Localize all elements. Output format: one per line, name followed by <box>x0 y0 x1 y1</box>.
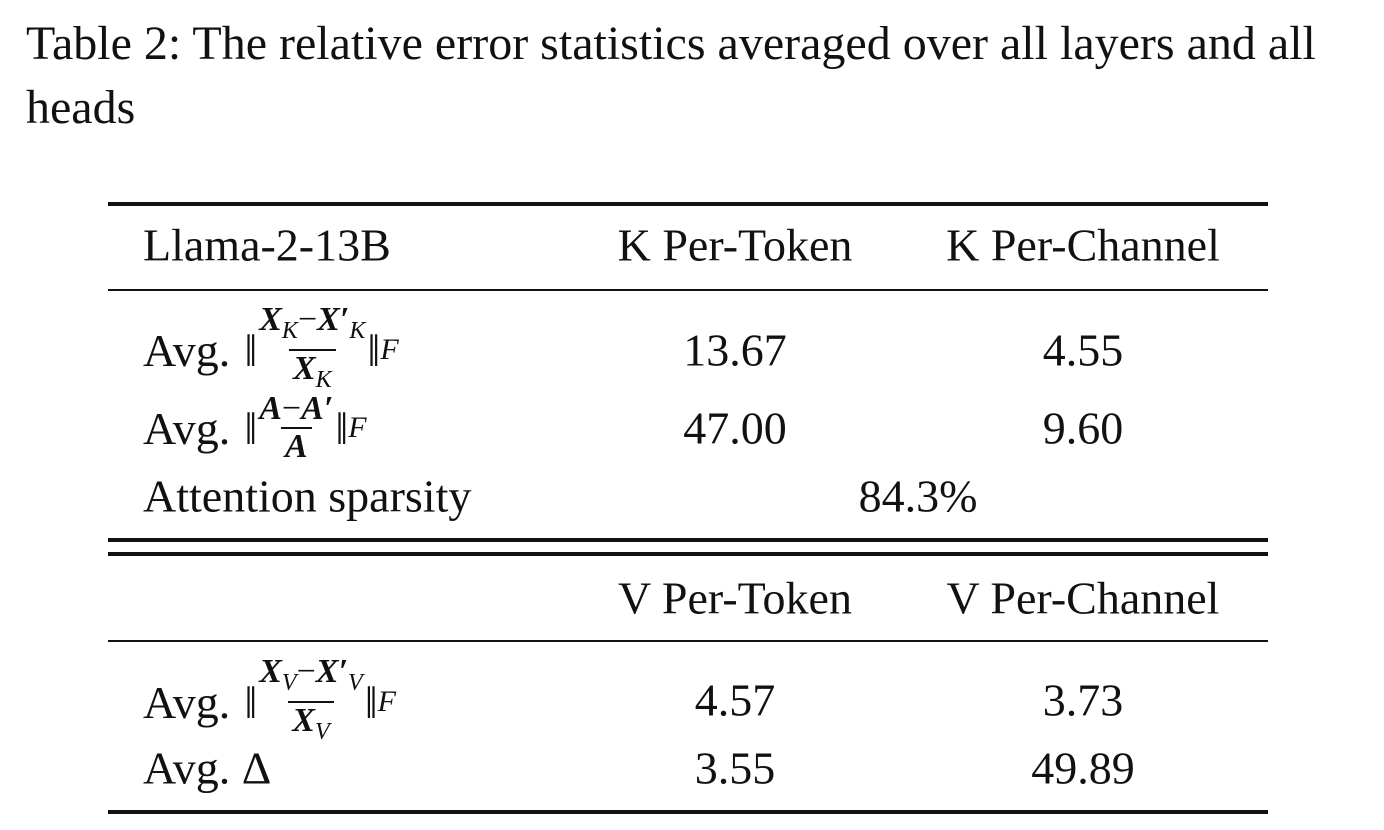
norm: ‖ <box>244 676 258 728</box>
cell: 3.73 <box>1042 674 1124 726</box>
op: − <box>297 301 318 338</box>
fraction: XV−X′V XV <box>259 654 362 750</box>
row-label: Avg. Δ <box>143 742 272 794</box>
prefix: Avg. <box>143 676 231 728</box>
header-cell: K Per-Token <box>617 219 853 271</box>
row-label: Attention sparsity <box>143 470 472 522</box>
sym: X <box>259 301 282 338</box>
caption-text: The relative error statistics averaged o… <box>26 17 1316 134</box>
double-rule <box>108 538 1268 542</box>
cell: 4.57 <box>694 674 776 726</box>
cell: 3.55 <box>694 742 776 794</box>
cell: 9.60 <box>1042 402 1124 454</box>
norm: ‖ <box>364 676 378 728</box>
cell: 84.3% <box>858 470 978 522</box>
sub: V <box>314 719 330 745</box>
row-label: Avg. ‖ A−A′ A ‖ F <box>143 391 367 465</box>
mid-rule <box>108 640 1268 642</box>
row-label: Avg. ‖ XV−X′V XV ‖ F <box>143 654 396 750</box>
mid-rule <box>108 289 1268 291</box>
bottom-rule <box>108 810 1268 814</box>
sym: A <box>284 428 308 465</box>
header-cell: V Per-Channel <box>946 572 1220 624</box>
header-cell: V Per-Token <box>618 572 852 624</box>
sym: X <box>292 350 316 387</box>
norm-sub: F <box>348 411 367 444</box>
sym: X <box>259 653 282 690</box>
prefix: Avg. <box>143 324 231 376</box>
sub: K <box>281 318 298 344</box>
cell: 13.67 <box>683 324 787 376</box>
cell: 4.55 <box>1042 324 1124 376</box>
fraction: A−A′ A <box>259 391 333 465</box>
header-cell: K Per-Channel <box>946 219 1220 271</box>
sym: A′ <box>301 390 334 427</box>
sym: X <box>292 702 315 739</box>
header-cell: Llama-2-13B <box>143 219 391 271</box>
norm: ‖ <box>244 402 258 454</box>
op: − <box>296 653 316 690</box>
sym: X′ <box>317 301 350 338</box>
cell: 49.89 <box>1031 742 1135 794</box>
double-rule <box>108 552 1268 556</box>
caption: Table 2: The relative error statistics a… <box>26 12 1366 140</box>
sub: K <box>315 367 332 393</box>
caption-label: Table 2: <box>26 17 182 70</box>
fraction: XK−X′K XK <box>259 302 365 398</box>
row-label: Avg. ‖ XK−X′K XK ‖ F <box>143 302 399 398</box>
norm: ‖ <box>367 324 381 376</box>
sub: V <box>348 670 363 696</box>
norm-sub: F <box>377 685 396 718</box>
sym: A <box>259 390 282 427</box>
norm: ‖ <box>335 402 349 454</box>
cell: 47.00 <box>683 402 787 454</box>
sub: V <box>281 670 297 696</box>
norm-sub: F <box>380 333 399 366</box>
top-rule <box>108 202 1268 206</box>
op: − <box>281 390 302 427</box>
sub: K <box>349 318 366 344</box>
sym: X′ <box>315 653 349 690</box>
prefix: Avg. <box>143 402 231 454</box>
norm: ‖ <box>244 324 258 376</box>
